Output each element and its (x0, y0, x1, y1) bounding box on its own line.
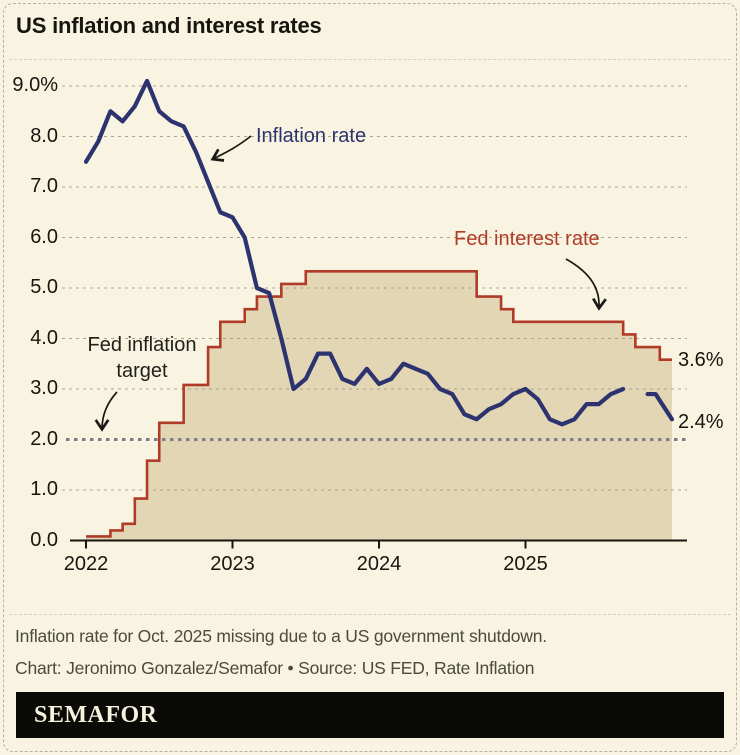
chart-plot-area (62, 78, 687, 549)
inflation-line-after-gap (645, 391, 675, 422)
gridlines (62, 85, 687, 491)
x-tick-label: 2023 (210, 553, 255, 575)
semafor-wordmark: SEMAFOR (34, 701, 158, 728)
fed-inflation-target-annotation: Fed inflation target (87, 334, 197, 382)
y-tick-label: 5.0 (30, 276, 58, 298)
y-tick-label: 2.0 (30, 427, 58, 450)
inflation-rate-line (83, 78, 675, 427)
x-axis (70, 539, 687, 549)
y-tick-label: 6.0 (30, 225, 58, 248)
x-tick-label: 2024 (356, 553, 402, 575)
fed-interest-rate-line (86, 270, 672, 538)
x-tick-label: 2022 (63, 553, 109, 575)
chart-credit: Chart: Jeronimo Gonzalez/Semafor • Sourc… (15, 658, 535, 678)
fed-rate-end-value-label: 3.6% (678, 349, 724, 371)
fed-interest-rate-arrow (565, 258, 607, 311)
inflation-end-value-label: 2.4% (678, 411, 724, 433)
title-separator (9, 59, 731, 60)
inflation-line-main (83, 78, 626, 427)
y-tick-label: 4.0 (30, 326, 58, 349)
chart-title: US inflation and interest rates (16, 13, 322, 38)
y-tick-label: 8.0 (30, 124, 58, 147)
fed-rate-step-path (86, 270, 672, 538)
y-tick-label: 9.0% (12, 74, 58, 96)
annotation-arrows (94, 135, 607, 432)
inflation-rate-annotation: Inflation rate (256, 125, 367, 147)
y-tick-label: 7.0 (30, 175, 58, 197)
chart-footnote: Inflation rate for Oct. 2025 missing due… (15, 626, 547, 646)
y-tick-label: 1.0 (30, 478, 58, 500)
inflation-rate-arrow (210, 135, 252, 162)
fed-inflation-target-arrow (94, 391, 118, 432)
semafor-logo-bar: SEMAFOR (16, 692, 724, 738)
footer-separator (9, 614, 731, 615)
y-tick-label: 3.0 (30, 377, 58, 399)
fed-interest-rate-annotation: Fed interest rate (454, 228, 600, 250)
x-tick-label: 2025 (503, 553, 548, 575)
y-tick-label: 0.0 (30, 528, 58, 551)
